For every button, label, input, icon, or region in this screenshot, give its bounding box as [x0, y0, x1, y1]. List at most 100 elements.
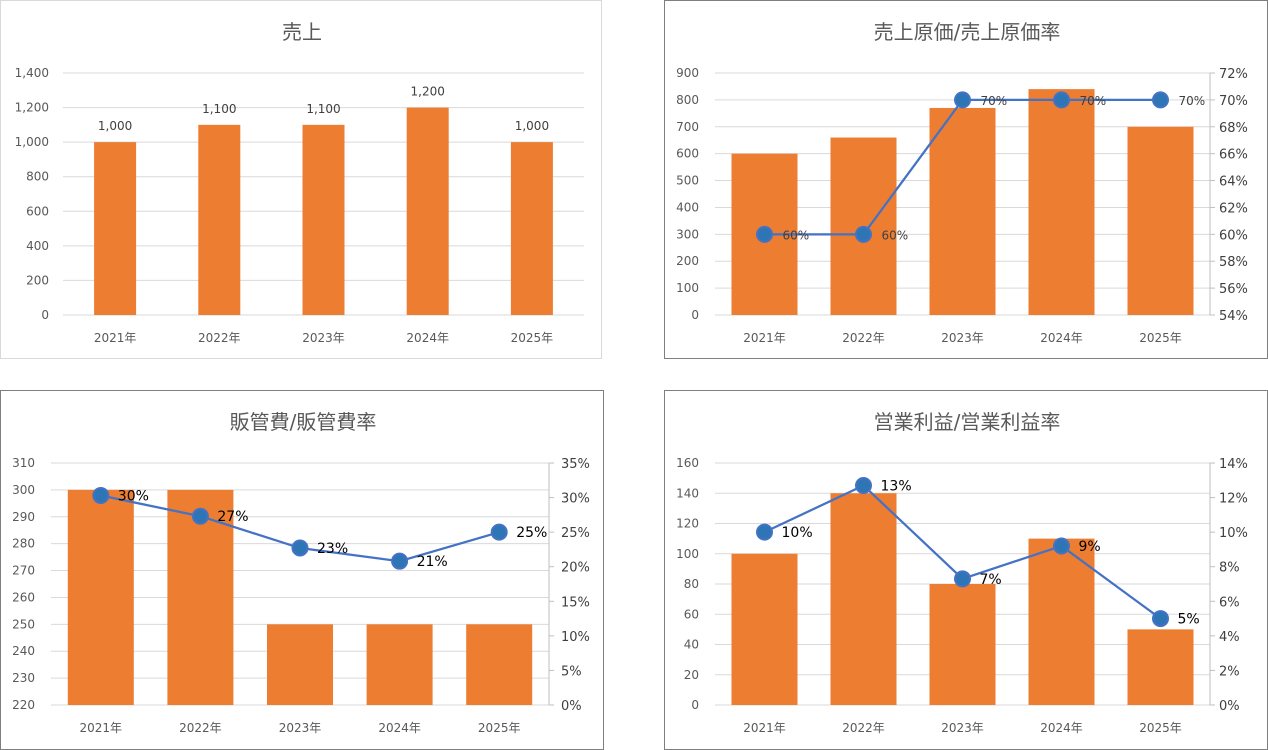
- y2-tick-label: 72%: [1219, 67, 1248, 82]
- x-tick-label: 2023年: [941, 331, 984, 345]
- rate-label: 30%: [118, 488, 149, 504]
- y2-tick-label: 56%: [1219, 282, 1248, 297]
- bar-value-label: 1,200: [411, 85, 445, 99]
- y2-tick-label: 35%: [561, 457, 590, 472]
- rate-label: 9%: [1079, 539, 1101, 555]
- rate-label: 21%: [417, 554, 448, 570]
- x-tick-label: 2022年: [198, 331, 241, 345]
- bar-2023年: [302, 124, 345, 315]
- y2-tick-label: 60%: [1219, 228, 1248, 243]
- x-tick-label: 2021年: [743, 331, 786, 345]
- y2-tick-label: 2%: [1219, 664, 1240, 679]
- rate-marker: [1053, 537, 1070, 555]
- y-tick-label: 20: [684, 668, 699, 682]
- y2-tick-label: 8%: [1219, 561, 1240, 576]
- rate-marker: [1152, 91, 1169, 109]
- sales-chart-svg: 売上 0 200 400 600 800 1,000 1,200 1,400 2021年 1,000…: [15, 20, 584, 345]
- rate-label: 25%: [516, 525, 547, 541]
- x-tick-label: 2024年: [1040, 721, 1083, 735]
- bar-2025年: [1127, 629, 1194, 705]
- y2-tick-label: 70%: [1219, 94, 1248, 109]
- bar-value-label: 1,100: [202, 102, 236, 116]
- y2-tick-label: 6%: [1219, 595, 1240, 610]
- x-tick-label: 2024年: [378, 721, 421, 735]
- x-tick-label: 2022年: [842, 331, 885, 345]
- bar-2022年: [167, 489, 234, 705]
- y-tick-label: 1,000: [15, 135, 49, 149]
- x-tick-label: 2023年: [941, 721, 984, 735]
- y2-tick-label: 66%: [1219, 148, 1248, 163]
- rate-marker: [1053, 91, 1070, 109]
- y-tick-label: 250: [12, 617, 35, 631]
- bar-2025年: [466, 624, 533, 705]
- y-tick-label: 310: [12, 456, 35, 470]
- rate-label: 7%: [980, 572, 1002, 588]
- y2-tick-label: 14%: [1219, 457, 1248, 472]
- bar-2022年: [830, 493, 897, 705]
- y-tick-label: 900: [676, 66, 699, 80]
- sga-chart-svg: 販管費/販管費率 220 230 240 250 260 270 280 290 300 310 0%…: [12, 410, 590, 735]
- y-tick-label: 500: [676, 174, 699, 188]
- y2-tick-label: 30%: [561, 492, 590, 507]
- y-tick-label: 100: [676, 547, 699, 561]
- bar-value-label: 1,100: [306, 102, 340, 116]
- chart-title: 売上: [282, 20, 322, 44]
- bar-2022年: [198, 124, 241, 315]
- rate-marker: [1152, 610, 1169, 628]
- x-tick-label: 2023年: [302, 331, 345, 345]
- y-tick-label: 260: [12, 590, 35, 604]
- y-tick-label: 220: [12, 698, 35, 712]
- rate-marker: [191, 507, 209, 525]
- rate-label: 70%: [1080, 94, 1107, 108]
- y-tick-label: 100: [676, 281, 699, 295]
- rate-label: 5%: [1178, 612, 1200, 628]
- y-tick-label: 1,200: [15, 101, 49, 115]
- y-tick-label: 1,400: [15, 66, 49, 80]
- y-tick-label: 80: [684, 577, 699, 591]
- y-tick-label: 800: [26, 170, 49, 184]
- y-tick-label: 300: [676, 227, 699, 241]
- rate-marker: [756, 523, 773, 541]
- bar-value-label: 1,000: [98, 119, 132, 133]
- rate-marker: [756, 225, 773, 243]
- rate-label: 60%: [882, 228, 909, 242]
- y2-tick-label: 64%: [1219, 175, 1248, 190]
- y2-tick-label: 0%: [561, 699, 582, 714]
- bar-2024年: [406, 107, 449, 315]
- y2-tick-label: 12%: [1219, 492, 1248, 507]
- x-tick-label: 2022年: [842, 721, 885, 735]
- y-tick-label: 600: [676, 147, 699, 161]
- bar-2024年: [1028, 89, 1095, 315]
- rate-label: 13%: [881, 478, 912, 494]
- y-tick-label: 0: [691, 308, 699, 322]
- x-tick-label: 2021年: [743, 721, 786, 735]
- y2-tick-label: 4%: [1219, 630, 1240, 645]
- sga-chart-panel: 販管費/販管費率 220 230 240 250 260 270 280 290 300 310 0%…: [0, 390, 604, 750]
- x-tick-label: 2025年: [478, 721, 521, 735]
- y-tick-label: 0: [41, 308, 49, 322]
- y2-tick-label: 20%: [561, 561, 590, 576]
- rate-marker: [954, 570, 971, 588]
- bar-2023年: [929, 107, 996, 315]
- y2-tick-label: 10%: [561, 630, 590, 645]
- bar-2021年: [67, 489, 134, 705]
- bar-2024年: [1028, 538, 1095, 705]
- y-tick-label: 60: [684, 607, 699, 621]
- x-tick-label: 2024年: [406, 331, 449, 345]
- rate-marker: [391, 552, 409, 570]
- cost-chart-svg: 売上原価/売上原価率 0 100 200 300 400 500 600 700 800 900 54…: [676, 20, 1248, 345]
- y-tick-label: 160: [676, 456, 699, 470]
- chart-title: 営業利益/営業利益率: [874, 410, 1061, 434]
- y-tick-label: 240: [12, 644, 35, 658]
- profit-chart-svg: 営業利益/営業利益率 0 20 40 60 80 100 120 140 160 0% 2% 4% 6% 8…: [676, 410, 1248, 735]
- bar-value-label: 1,000: [515, 119, 549, 133]
- x-tick-label: 2025年: [511, 331, 554, 345]
- y-tick-label: 400: [676, 200, 699, 214]
- sales-chart-panel: 売上 0 200 400 600 800 1,000 1,200 1,400 2021年 1,000…: [0, 0, 602, 359]
- rate-marker: [954, 91, 971, 109]
- x-tick-label: 2023年: [279, 721, 322, 735]
- y-tick-label: 400: [26, 239, 49, 253]
- rate-label: 10%: [782, 525, 813, 541]
- y-tick-label: 270: [12, 564, 35, 578]
- y-tick-label: 200: [676, 254, 699, 268]
